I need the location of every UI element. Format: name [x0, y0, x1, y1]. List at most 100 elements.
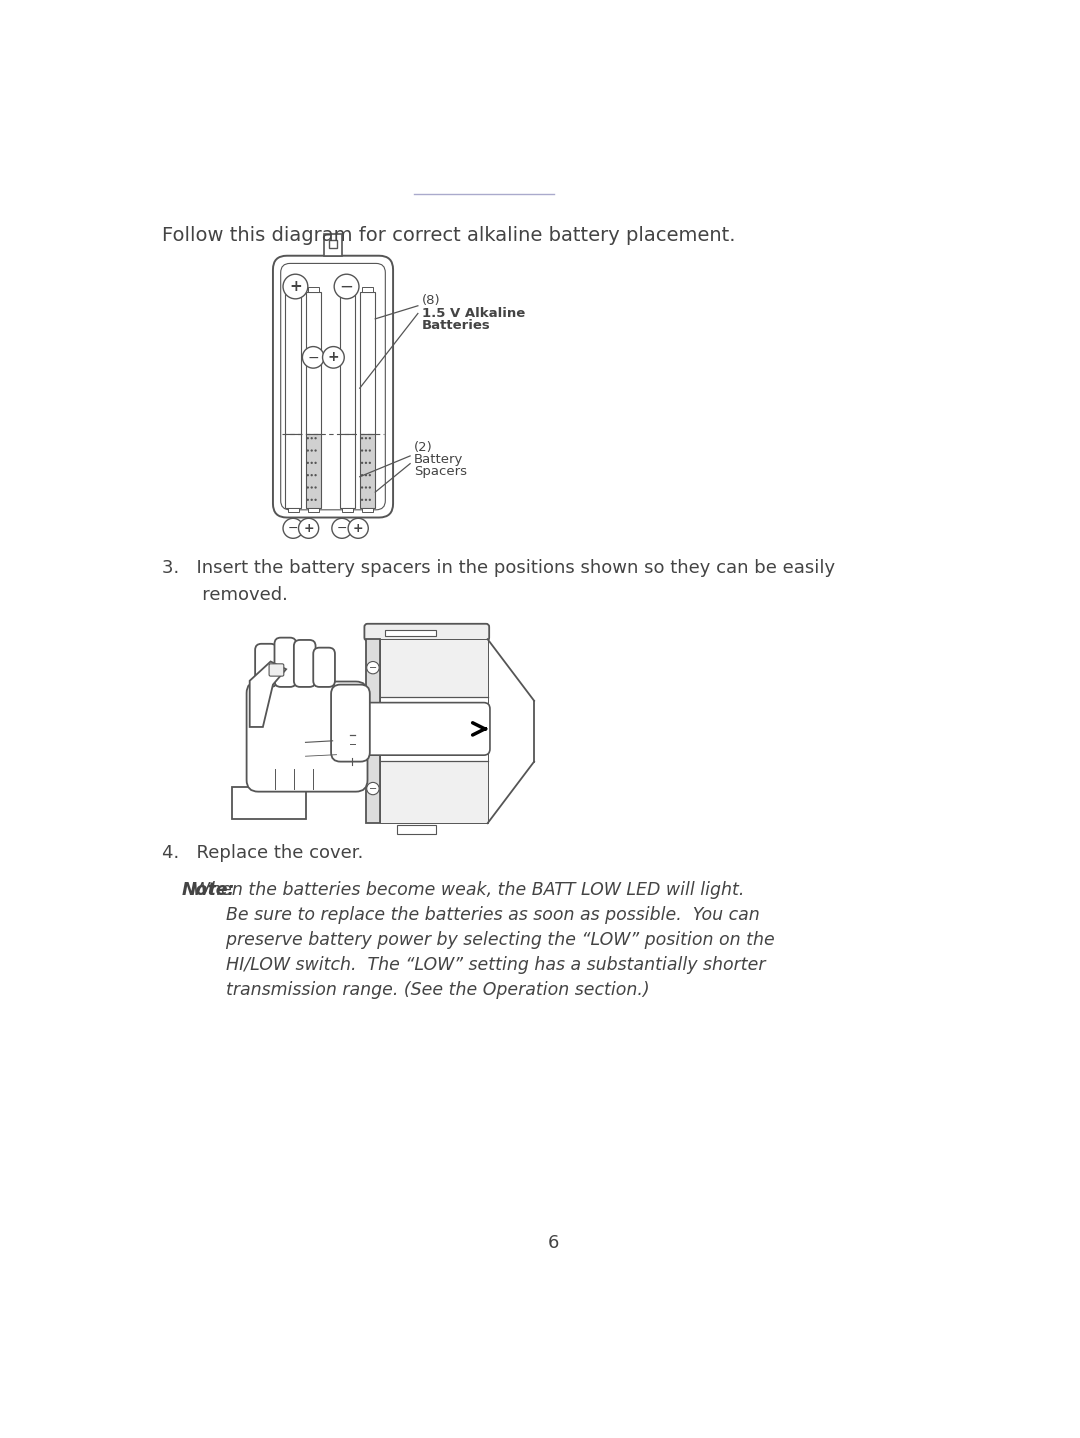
Bar [342, 508, 353, 512]
Bar [362, 508, 373, 512]
Bar [362, 288, 373, 292]
Circle shape [361, 437, 363, 440]
Circle shape [323, 347, 345, 368]
Bar [306, 292, 321, 434]
Circle shape [307, 462, 309, 464]
Circle shape [367, 782, 379, 795]
Bar [380, 638, 488, 697]
Bar [366, 638, 380, 823]
Circle shape [311, 499, 313, 500]
Bar [386, 630, 435, 636]
Circle shape [361, 486, 363, 489]
Bar [287, 288, 298, 292]
FancyBboxPatch shape [274, 637, 296, 687]
Bar [339, 434, 355, 508]
Circle shape [314, 486, 316, 489]
Text: +: + [353, 522, 364, 535]
Circle shape [348, 518, 368, 538]
Circle shape [365, 450, 367, 452]
Circle shape [361, 450, 363, 452]
Circle shape [365, 486, 367, 489]
Text: +: + [303, 522, 314, 535]
Text: −: − [337, 522, 347, 535]
Text: 6: 6 [548, 1234, 559, 1251]
Circle shape [368, 486, 372, 489]
Circle shape [302, 347, 324, 368]
Circle shape [368, 475, 372, 476]
Circle shape [368, 437, 372, 440]
FancyBboxPatch shape [255, 644, 276, 687]
Circle shape [314, 437, 316, 440]
Bar [285, 434, 301, 508]
FancyBboxPatch shape [269, 664, 284, 676]
Circle shape [365, 475, 367, 476]
Bar [339, 292, 355, 434]
Text: Battery: Battery [414, 453, 463, 466]
Circle shape [307, 450, 309, 452]
Text: 1.5 V Alkaline: 1.5 V Alkaline [422, 306, 525, 319]
Circle shape [311, 437, 313, 440]
Circle shape [361, 499, 363, 500]
Circle shape [365, 437, 367, 440]
Circle shape [365, 462, 367, 464]
Circle shape [361, 462, 363, 464]
Circle shape [334, 275, 359, 299]
Circle shape [361, 475, 363, 476]
FancyBboxPatch shape [313, 647, 335, 687]
Text: −: − [369, 663, 377, 673]
Circle shape [283, 275, 308, 299]
FancyBboxPatch shape [273, 256, 393, 518]
Circle shape [314, 475, 316, 476]
FancyBboxPatch shape [350, 703, 490, 755]
Bar [329, 240, 337, 247]
Circle shape [283, 518, 303, 538]
Circle shape [311, 462, 313, 464]
Text: 4.   Replace the cover.: 4. Replace the cover. [162, 844, 364, 861]
Circle shape [368, 499, 372, 500]
Circle shape [311, 475, 313, 476]
Text: −: − [369, 784, 377, 794]
Circle shape [307, 475, 309, 476]
Circle shape [307, 499, 309, 500]
Text: −: − [339, 278, 353, 296]
Text: When the batteries become weak, the BATT LOW LED will light.
        Be sure to : When the batteries become weak, the BATT… [181, 881, 774, 999]
Circle shape [368, 462, 372, 464]
Bar [308, 508, 319, 512]
FancyBboxPatch shape [364, 624, 489, 641]
Circle shape [311, 486, 313, 489]
Text: −: − [288, 522, 298, 535]
Circle shape [307, 437, 309, 440]
FancyBboxPatch shape [246, 682, 367, 792]
Bar [285, 292, 301, 434]
Text: Follow this diagram for correct alkaline battery placement.: Follow this diagram for correct alkaline… [162, 226, 735, 246]
Bar [306, 434, 321, 508]
Text: 3.   Insert the battery spacers in the positions shown so they can be easily
   : 3. Insert the battery spacers in the pos… [162, 559, 835, 604]
Circle shape [314, 462, 316, 464]
Text: +: + [327, 351, 339, 364]
Circle shape [314, 450, 316, 452]
FancyBboxPatch shape [294, 640, 315, 687]
Text: −: − [308, 351, 319, 364]
Bar [360, 434, 375, 508]
Text: Spacers: Spacers [414, 464, 467, 479]
Text: (8): (8) [422, 295, 441, 308]
Bar [287, 508, 298, 512]
Circle shape [365, 499, 367, 500]
Circle shape [368, 450, 372, 452]
Polygon shape [249, 661, 286, 728]
Text: (2): (2) [414, 440, 433, 453]
Bar [380, 761, 488, 823]
Bar [380, 697, 488, 761]
FancyBboxPatch shape [281, 263, 386, 510]
Circle shape [367, 661, 379, 674]
Text: Batteries: Batteries [422, 319, 490, 332]
Text: +: + [289, 279, 301, 293]
Circle shape [311, 450, 313, 452]
Bar [360, 292, 375, 434]
Circle shape [332, 518, 352, 538]
Circle shape [314, 499, 316, 500]
Circle shape [298, 518, 319, 538]
Bar [308, 288, 319, 292]
Bar [397, 825, 435, 834]
Text: Note:: Note: [181, 881, 235, 899]
